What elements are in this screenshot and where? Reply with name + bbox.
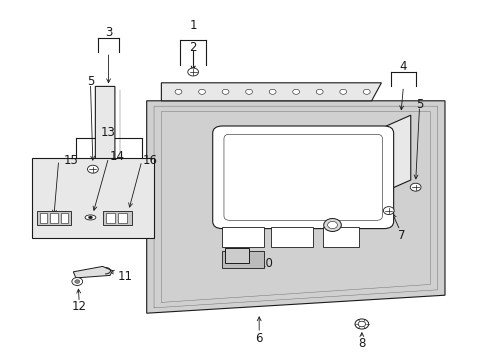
Ellipse shape [85, 215, 96, 220]
Bar [50, 213, 58, 223]
FancyBboxPatch shape [212, 126, 393, 229]
Text: 14: 14 [110, 150, 124, 163]
Polygon shape [146, 101, 444, 313]
Circle shape [339, 89, 346, 94]
Text: 12: 12 [72, 300, 86, 313]
Text: 16: 16 [143, 154, 158, 167]
Text: 8: 8 [357, 337, 365, 350]
Circle shape [222, 89, 228, 94]
Text: 13: 13 [101, 126, 116, 139]
Circle shape [292, 89, 299, 94]
Bar [222, 227, 264, 247]
Circle shape [72, 278, 82, 285]
Bar [102, 211, 132, 225]
Text: 15: 15 [63, 154, 78, 167]
Circle shape [245, 89, 252, 94]
Circle shape [187, 68, 198, 76]
Text: 4: 4 [399, 60, 407, 73]
Polygon shape [386, 115, 410, 191]
Text: 5: 5 [86, 75, 94, 88]
Circle shape [363, 89, 369, 94]
Text: 5: 5 [415, 98, 423, 111]
Circle shape [175, 89, 182, 94]
Bar [271, 227, 312, 247]
Circle shape [354, 319, 368, 329]
Text: 2: 2 [189, 41, 197, 54]
Text: 11: 11 [117, 270, 132, 283]
Text: 9: 9 [347, 217, 355, 230]
Polygon shape [161, 83, 381, 101]
Circle shape [409, 183, 420, 191]
Bar [61, 213, 68, 223]
Bar [40, 213, 47, 223]
Text: 3: 3 [104, 26, 112, 39]
Polygon shape [95, 86, 115, 169]
Circle shape [323, 219, 341, 231]
Circle shape [383, 207, 393, 215]
Bar [37, 211, 71, 225]
Text: 7: 7 [397, 229, 405, 242]
Bar [222, 251, 264, 268]
Bar [32, 158, 154, 238]
Bar [118, 213, 127, 223]
Circle shape [87, 165, 98, 173]
Bar [224, 248, 249, 263]
Text: 1: 1 [189, 19, 197, 32]
Circle shape [268, 89, 275, 94]
Text: 10: 10 [259, 257, 273, 270]
Bar [106, 213, 115, 223]
Bar [322, 227, 359, 247]
Circle shape [327, 221, 337, 229]
Polygon shape [73, 266, 112, 278]
Circle shape [316, 89, 323, 94]
Circle shape [198, 89, 205, 94]
Circle shape [75, 280, 80, 283]
Text: 6: 6 [255, 332, 263, 345]
Circle shape [88, 216, 92, 219]
